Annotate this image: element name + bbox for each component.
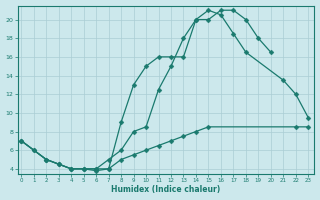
X-axis label: Humidex (Indice chaleur): Humidex (Indice chaleur) [111, 185, 221, 194]
